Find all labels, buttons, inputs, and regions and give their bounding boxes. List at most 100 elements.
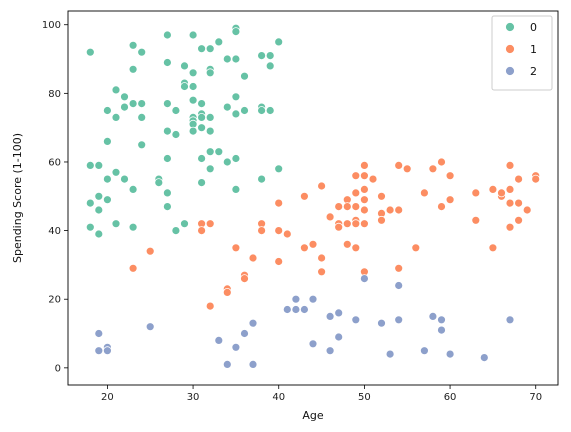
point-cluster-1-51 bbox=[394, 205, 404, 215]
point-cluster-0-69 bbox=[222, 102, 232, 112]
point-cluster-0-7 bbox=[94, 229, 104, 239]
point-cluster-2-20 bbox=[334, 332, 344, 342]
point-cluster-2-33 bbox=[505, 315, 515, 325]
point-cluster-1-37 bbox=[351, 243, 361, 253]
point-cluster-1-22 bbox=[317, 253, 327, 263]
point-cluster-0-20 bbox=[128, 64, 138, 74]
point-cluster-2-8 bbox=[240, 329, 249, 338]
point-cluster-1-34 bbox=[351, 202, 361, 212]
point-cluster-0-29 bbox=[154, 178, 164, 188]
point-cluster-0-35 bbox=[162, 188, 172, 198]
point-cluster-1-66 bbox=[497, 188, 506, 198]
point-cluster-0-47 bbox=[188, 95, 198, 105]
point-cluster-1-60 bbox=[445, 195, 455, 205]
point-cluster-1-1 bbox=[145, 246, 155, 256]
point-cluster-1-36 bbox=[351, 219, 361, 229]
point-cluster-1-58 bbox=[437, 202, 446, 212]
point-cluster-0-62 bbox=[205, 113, 215, 122]
point-cluster-1-41 bbox=[359, 195, 369, 205]
point-cluster-2-9 bbox=[248, 318, 258, 328]
point-cluster-0-64 bbox=[205, 147, 215, 157]
point-cluster-1-10 bbox=[240, 274, 249, 284]
point-cluster-1-33 bbox=[351, 188, 361, 198]
point-cluster-0-86 bbox=[265, 106, 275, 115]
point-cluster-0-14 bbox=[111, 167, 121, 177]
point-cluster-1-64 bbox=[488, 243, 498, 253]
point-cluster-0-13 bbox=[111, 113, 121, 122]
point-cluster-0-87 bbox=[274, 37, 284, 47]
point-cluster-0-88 bbox=[274, 164, 284, 174]
y-tick-label-100: 100 bbox=[42, 20, 61, 31]
point-cluster-1-4 bbox=[205, 219, 215, 229]
point-cluster-2-15 bbox=[308, 294, 318, 304]
point-cluster-0-15 bbox=[111, 219, 121, 229]
point-cluster-0-40 bbox=[180, 61, 189, 71]
point-cluster-1-7 bbox=[222, 287, 232, 297]
point-cluster-0-24 bbox=[137, 47, 147, 57]
point-cluster-0-2 bbox=[85, 198, 95, 208]
point-cluster-2-17 bbox=[325, 311, 335, 321]
point-cluster-0-38 bbox=[171, 130, 181, 139]
x-tick-label-50: 50 bbox=[358, 392, 371, 403]
y-tick-label-80: 80 bbox=[48, 89, 61, 100]
point-cluster-1-61 bbox=[471, 188, 481, 198]
point-cluster-0-57 bbox=[197, 154, 207, 163]
x-tick-label-20: 20 bbox=[101, 392, 114, 403]
point-cluster-0-18 bbox=[120, 174, 129, 184]
x-tick-label-60: 60 bbox=[444, 392, 457, 403]
point-cluster-1-68 bbox=[505, 184, 515, 194]
legend-label-0: 0 bbox=[530, 21, 537, 34]
point-cluster-1-69 bbox=[505, 198, 515, 208]
point-cluster-0-19 bbox=[128, 40, 138, 50]
point-cluster-1-14 bbox=[274, 198, 284, 208]
x-tick-label-30: 30 bbox=[187, 392, 200, 403]
point-cluster-1-63 bbox=[488, 184, 498, 194]
point-cluster-1-73 bbox=[514, 215, 523, 225]
point-cluster-2-30 bbox=[437, 325, 446, 335]
point-cluster-0-76 bbox=[231, 154, 241, 163]
x-tick-label-40: 40 bbox=[272, 392, 285, 403]
point-cluster-0-67 bbox=[214, 147, 224, 157]
point-cluster-1-53 bbox=[402, 164, 412, 174]
point-cluster-1-74 bbox=[522, 205, 532, 215]
point-cluster-0-51 bbox=[188, 126, 198, 136]
point-cluster-0-8 bbox=[103, 106, 112, 115]
point-cluster-1-71 bbox=[514, 174, 523, 184]
legend-marker-1 bbox=[505, 44, 515, 54]
point-cluster-0-32 bbox=[162, 99, 172, 108]
point-cluster-1-43 bbox=[359, 219, 369, 229]
point-cluster-1-52 bbox=[394, 263, 404, 273]
point-cluster-2-19 bbox=[334, 308, 344, 318]
point-cluster-0-55 bbox=[197, 113, 207, 122]
point-cluster-1-8 bbox=[231, 243, 241, 253]
point-cluster-2-22 bbox=[359, 274, 369, 284]
point-cluster-0-17 bbox=[120, 102, 129, 112]
point-cluster-1-20 bbox=[308, 239, 318, 249]
y-tick-label-40: 40 bbox=[48, 226, 61, 237]
point-cluster-1-5 bbox=[205, 301, 215, 311]
point-cluster-1-27 bbox=[334, 222, 344, 232]
point-cluster-0-4 bbox=[94, 160, 104, 170]
point-cluster-0-78 bbox=[240, 71, 249, 81]
legend-frame bbox=[491, 15, 553, 91]
point-cluster-0-68 bbox=[222, 54, 232, 64]
point-cluster-0-23 bbox=[128, 222, 138, 232]
point-cluster-2-0 bbox=[94, 329, 104, 338]
point-cluster-0-63 bbox=[205, 126, 215, 136]
point-cluster-1-76 bbox=[531, 174, 541, 184]
point-cluster-2-26 bbox=[394, 315, 404, 325]
point-cluster-2-25 bbox=[394, 281, 404, 290]
point-cluster-1-24 bbox=[325, 212, 335, 222]
point-cluster-0-27 bbox=[137, 140, 147, 150]
point-cluster-2-10 bbox=[248, 359, 258, 369]
legend-marker-0 bbox=[505, 22, 515, 32]
point-cluster-0-31 bbox=[162, 58, 172, 67]
point-cluster-0-34 bbox=[162, 154, 172, 163]
point-cluster-2-18 bbox=[325, 346, 335, 356]
point-cluster-0-39 bbox=[171, 226, 181, 236]
point-cluster-0-3 bbox=[85, 222, 95, 232]
point-cluster-1-31 bbox=[342, 239, 352, 249]
point-cluster-1-11 bbox=[248, 253, 258, 263]
point-cluster-0-70 bbox=[222, 157, 232, 167]
point-cluster-1-3 bbox=[197, 226, 207, 236]
